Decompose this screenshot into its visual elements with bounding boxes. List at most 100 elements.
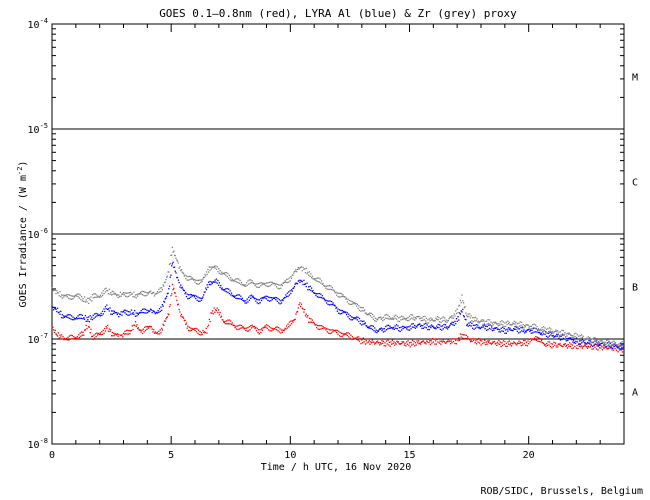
series-point — [502, 321, 505, 323]
series-point — [302, 308, 304, 310]
series-point — [487, 341, 490, 343]
series-point — [241, 284, 243, 286]
series-point — [474, 320, 476, 322]
series-point — [185, 277, 187, 280]
series-point — [461, 333, 463, 336]
series-point — [542, 326, 545, 328]
series-point — [95, 335, 97, 338]
series-point — [199, 279, 201, 281]
series-point — [506, 345, 508, 348]
series-point — [600, 342, 603, 345]
series-point — [539, 333, 542, 335]
series-point — [169, 276, 171, 278]
series-point — [614, 348, 616, 350]
series-point — [203, 331, 206, 333]
series-point — [570, 334, 572, 336]
series-point — [101, 331, 103, 333]
series-point — [589, 342, 591, 344]
series-point — [67, 336, 69, 338]
series-point — [319, 324, 321, 327]
series-point — [258, 286, 261, 288]
series-point — [108, 288, 110, 290]
series-point — [185, 323, 187, 325]
series-point — [136, 327, 139, 330]
series-point — [428, 318, 430, 320]
series-point — [167, 313, 169, 315]
series-point — [355, 316, 358, 318]
series-point — [467, 325, 469, 327]
series-point — [161, 287, 163, 289]
series-point — [149, 310, 151, 312]
series-point — [543, 344, 546, 346]
series-point — [435, 317, 437, 319]
series-point — [325, 287, 327, 289]
series-point — [331, 287, 333, 289]
series-point — [250, 281, 253, 284]
series-point — [389, 318, 391, 320]
series-point — [448, 326, 450, 328]
series-point — [286, 327, 288, 329]
series-point — [164, 298, 166, 300]
series-point — [140, 331, 142, 333]
series-point — [604, 341, 606, 343]
series-point — [68, 294, 71, 296]
series-point — [56, 334, 58, 336]
series-point — [599, 344, 601, 347]
series-point — [246, 284, 248, 286]
series-point — [472, 338, 474, 340]
series-point — [501, 330, 503, 332]
series-point — [270, 297, 273, 299]
series-point — [513, 320, 516, 323]
series-point — [442, 316, 444, 318]
series-point — [409, 318, 411, 320]
series-point — [437, 338, 440, 340]
series-point — [515, 343, 517, 345]
series-point — [331, 303, 333, 306]
series-point — [257, 299, 259, 301]
series-point — [330, 285, 332, 287]
series-point — [52, 309, 55, 311]
series-point — [324, 285, 326, 287]
series-point — [116, 333, 119, 335]
series-point — [493, 327, 496, 329]
series-point — [550, 328, 552, 330]
series-point — [429, 343, 432, 346]
series-point — [181, 316, 183, 318]
series-point — [601, 349, 604, 351]
series-point — [195, 283, 198, 285]
series-point — [138, 293, 140, 295]
series-point — [291, 320, 293, 322]
series-point — [232, 324, 234, 326]
series-point — [476, 318, 478, 320]
series-point — [345, 297, 348, 299]
series-point — [410, 341, 412, 344]
series-point — [349, 303, 351, 306]
series-point — [127, 292, 129, 294]
series-point — [148, 326, 150, 328]
series-point — [411, 314, 414, 316]
series-point — [541, 334, 543, 336]
series-point — [533, 323, 535, 325]
series-point — [285, 328, 287, 330]
series-point — [177, 279, 180, 281]
series-point — [515, 325, 518, 327]
series-point — [324, 300, 326, 302]
series-point — [578, 340, 581, 342]
series-point — [488, 319, 491, 321]
series-point — [428, 341, 430, 344]
series-point — [477, 321, 479, 323]
series-point — [344, 333, 346, 335]
series-point — [260, 328, 263, 330]
series-point — [529, 325, 531, 328]
series-point — [67, 316, 69, 319]
series-point — [313, 321, 315, 323]
series-point — [433, 327, 436, 329]
series-point — [73, 296, 76, 298]
series-point — [278, 299, 281, 301]
series-point — [66, 339, 68, 341]
series-point — [569, 333, 571, 335]
series-point — [176, 276, 179, 279]
series-point — [300, 279, 302, 281]
series-point — [353, 337, 355, 339]
series-point — [283, 298, 285, 300]
